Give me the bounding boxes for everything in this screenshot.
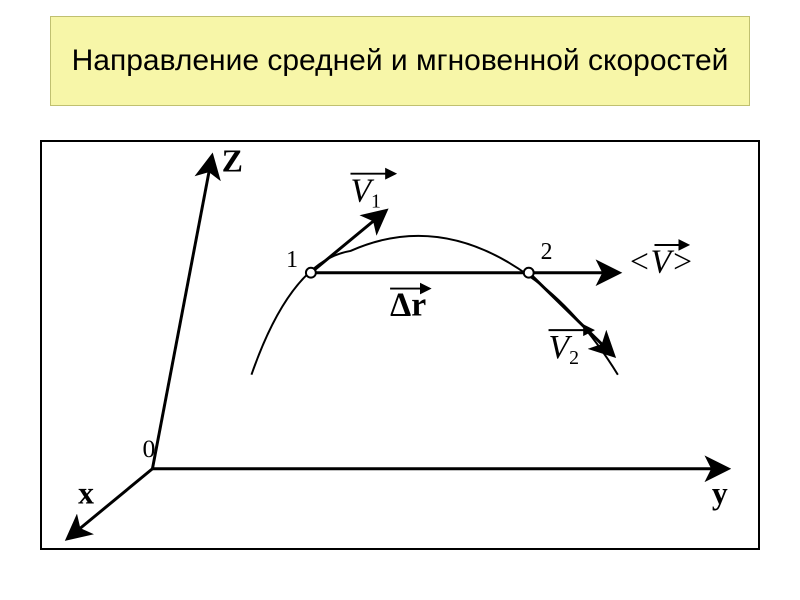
v2-vector — [529, 273, 613, 355]
point-2-label: 2 — [541, 239, 553, 265]
point-1 — [306, 268, 316, 278]
svg-text:Δr: Δr — [390, 286, 426, 323]
point-1-label: 1 — [286, 247, 298, 273]
diagram-box: Z y x 0 1 2 V1 V2 <V> — [40, 140, 760, 550]
title-text: Направление средней и мгновенной скорост… — [72, 43, 729, 79]
dr-label: Δr — [390, 286, 430, 323]
vavg-label: <V> — [628, 244, 694, 281]
v2-label: V2 — [549, 329, 594, 369]
z-axis-label: Z — [222, 144, 243, 179]
y-axis-label: y — [712, 475, 728, 510]
x-axis-label: x — [78, 475, 94, 510]
z-axis — [152, 157, 211, 469]
axes: Z y x 0 — [68, 144, 728, 538]
diagram-svg: Z y x 0 1 2 V1 V2 <V> — [42, 142, 758, 548]
v1-label: V1 — [350, 172, 395, 212]
svg-text:V1: V1 — [350, 172, 380, 212]
point-2 — [524, 268, 534, 278]
svg-text:<V>: <V> — [628, 244, 694, 281]
title-box: Направление средней и мгновенной скорост… — [50, 16, 750, 106]
svg-text:V2: V2 — [549, 329, 579, 369]
origin-label: 0 — [143, 434, 156, 463]
